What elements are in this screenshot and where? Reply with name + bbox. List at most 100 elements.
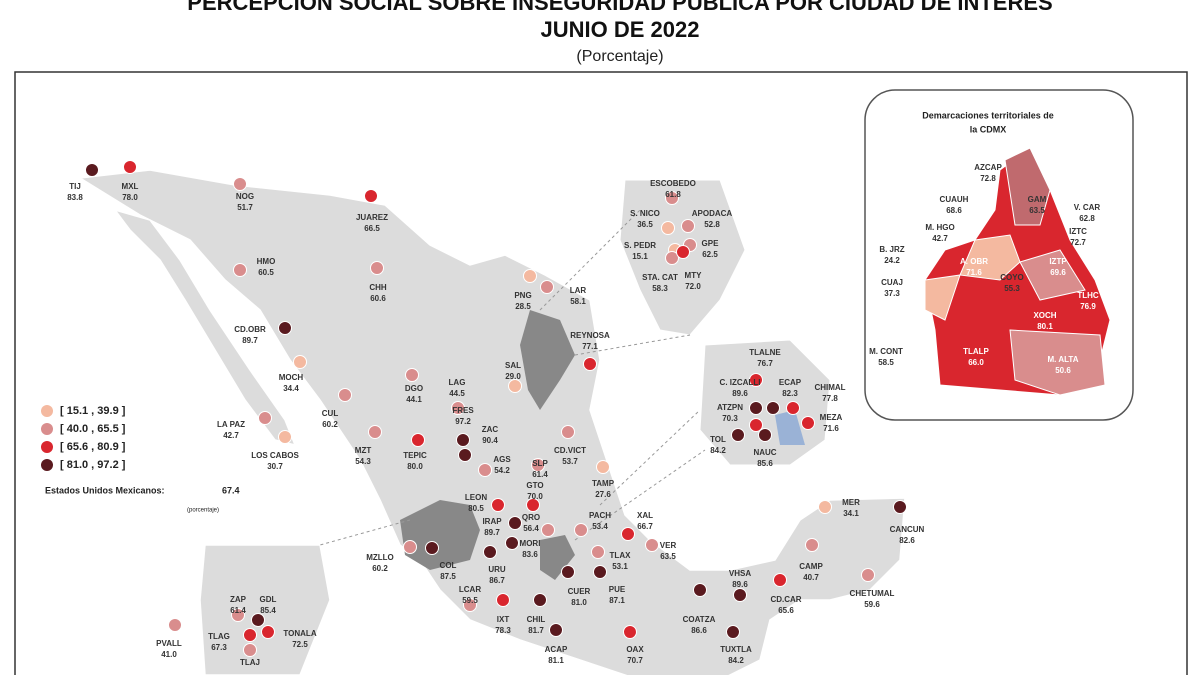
city-marker: [665, 191, 679, 205]
place-value: 61.4: [532, 470, 548, 479]
city-marker: [531, 458, 545, 472]
place-name: MZLLO: [366, 553, 394, 562]
place-name: M. HGO: [925, 223, 954, 232]
place-value: 77.8: [822, 394, 838, 403]
place-value: 65.6: [778, 606, 794, 615]
place-value: 62.8: [1079, 214, 1095, 223]
place-value: 42.7: [932, 234, 948, 243]
place-value: 70.7: [627, 656, 643, 665]
city-marker: [749, 418, 763, 432]
place-name: MOCH: [279, 373, 304, 382]
place-value: 58.3: [652, 284, 668, 293]
place-name: CD.OBR: [234, 325, 266, 334]
place-value: 66.5: [364, 224, 380, 233]
place-name: APODACA: [692, 209, 733, 218]
city-marker: [623, 625, 637, 639]
place-value: 81.0: [571, 598, 587, 607]
place-name: GDL: [260, 595, 277, 604]
city-marker: [505, 536, 519, 550]
place-name: XAL: [637, 511, 653, 520]
place-value: 44.5: [449, 389, 465, 398]
legend-label: [ 81.0 , 97.2 ]: [60, 459, 126, 471]
city-marker: [731, 428, 745, 442]
place-name: MZT: [355, 446, 372, 455]
place-name: TEPIC: [403, 451, 427, 460]
place-value: 70.0: [527, 492, 543, 501]
city-marker: [85, 163, 99, 177]
place-name: LA PAZ: [217, 420, 245, 429]
place-name: S. PEDR: [624, 241, 656, 250]
city-marker: [591, 545, 605, 559]
place-name: CHIL: [527, 615, 546, 624]
place-value: 69.6: [1050, 268, 1066, 277]
place-value: 44.1: [406, 395, 422, 404]
place-value: 80.0: [407, 462, 423, 471]
place-value: 60.2: [372, 564, 388, 573]
place-value: 76.7: [757, 359, 773, 368]
city-marker: [483, 545, 497, 559]
place-name: B. JRZ: [879, 245, 904, 254]
city-marker: [233, 177, 247, 191]
place-name: COYO: [1000, 273, 1024, 282]
place-name: LCAR: [459, 585, 481, 594]
place-name: ECAP: [779, 378, 802, 387]
city-marker: [893, 500, 907, 514]
place-name: CANCUN: [890, 525, 925, 534]
place-value: 59.5: [462, 596, 478, 605]
place-value: 58.1: [570, 297, 586, 306]
place-name: TOL: [710, 435, 726, 444]
place-name: URU: [488, 565, 506, 574]
place-name: TLAX: [610, 551, 632, 560]
title-date: JUNIO DE 2022: [541, 17, 700, 42]
place-name: A. OBR: [960, 257, 988, 266]
place-value: 54.2: [494, 466, 510, 475]
city-marker: [818, 500, 832, 514]
place-value: 60.6: [370, 294, 386, 303]
place-name: PUE: [609, 585, 626, 594]
place-value: 72.5: [292, 640, 308, 649]
place-value: 34.4: [283, 384, 299, 393]
city-marker: [676, 245, 690, 259]
city-marker: [786, 401, 800, 415]
city-marker: [665, 251, 679, 265]
legend-swatch: [41, 405, 53, 417]
place-value: 60.5: [258, 268, 274, 277]
place-name: CHETUMAL: [850, 589, 895, 598]
place-value: 51.7: [237, 203, 253, 212]
place-value: 89.6: [732, 389, 748, 398]
place-value: 59.6: [864, 600, 880, 609]
place-name: AGS: [493, 455, 511, 464]
place-value: 37.3: [884, 289, 900, 298]
place-name: LAG: [449, 378, 466, 387]
city-marker: [733, 588, 747, 602]
place-value: 86.7: [489, 576, 505, 585]
place-name: CUAUH: [940, 195, 969, 204]
place-name: FRES: [452, 406, 474, 415]
city-marker: [478, 463, 492, 477]
place-value: 42.7: [223, 431, 239, 440]
city-marker: [123, 160, 137, 174]
place-name: SAL: [505, 361, 521, 370]
city-marker: [463, 598, 477, 612]
place-name: VER: [660, 541, 677, 550]
place-value: 41.0: [161, 650, 177, 659]
place-name: TLAG: [208, 632, 230, 641]
place-name: TLAJ: [240, 658, 260, 667]
place-name: AZCAP: [974, 163, 1002, 172]
place-name: PNG: [514, 291, 531, 300]
place-name: ZAC: [482, 425, 499, 434]
place-name: GPE: [702, 239, 720, 248]
place-value: 87.5: [440, 572, 456, 581]
place-name: COL: [440, 561, 457, 570]
place-name: IXT: [497, 615, 510, 624]
place-name: XOCH: [1033, 311, 1056, 320]
city-marker: [549, 623, 563, 637]
place-name: CAMP: [799, 562, 823, 571]
place-value: 80.5: [468, 504, 484, 513]
place-value: 61.8: [665, 190, 681, 199]
place-value: 29.0: [505, 372, 521, 381]
city-marker: [405, 368, 419, 382]
city-marker: [508, 516, 522, 530]
place-value: 82.3: [782, 389, 798, 398]
